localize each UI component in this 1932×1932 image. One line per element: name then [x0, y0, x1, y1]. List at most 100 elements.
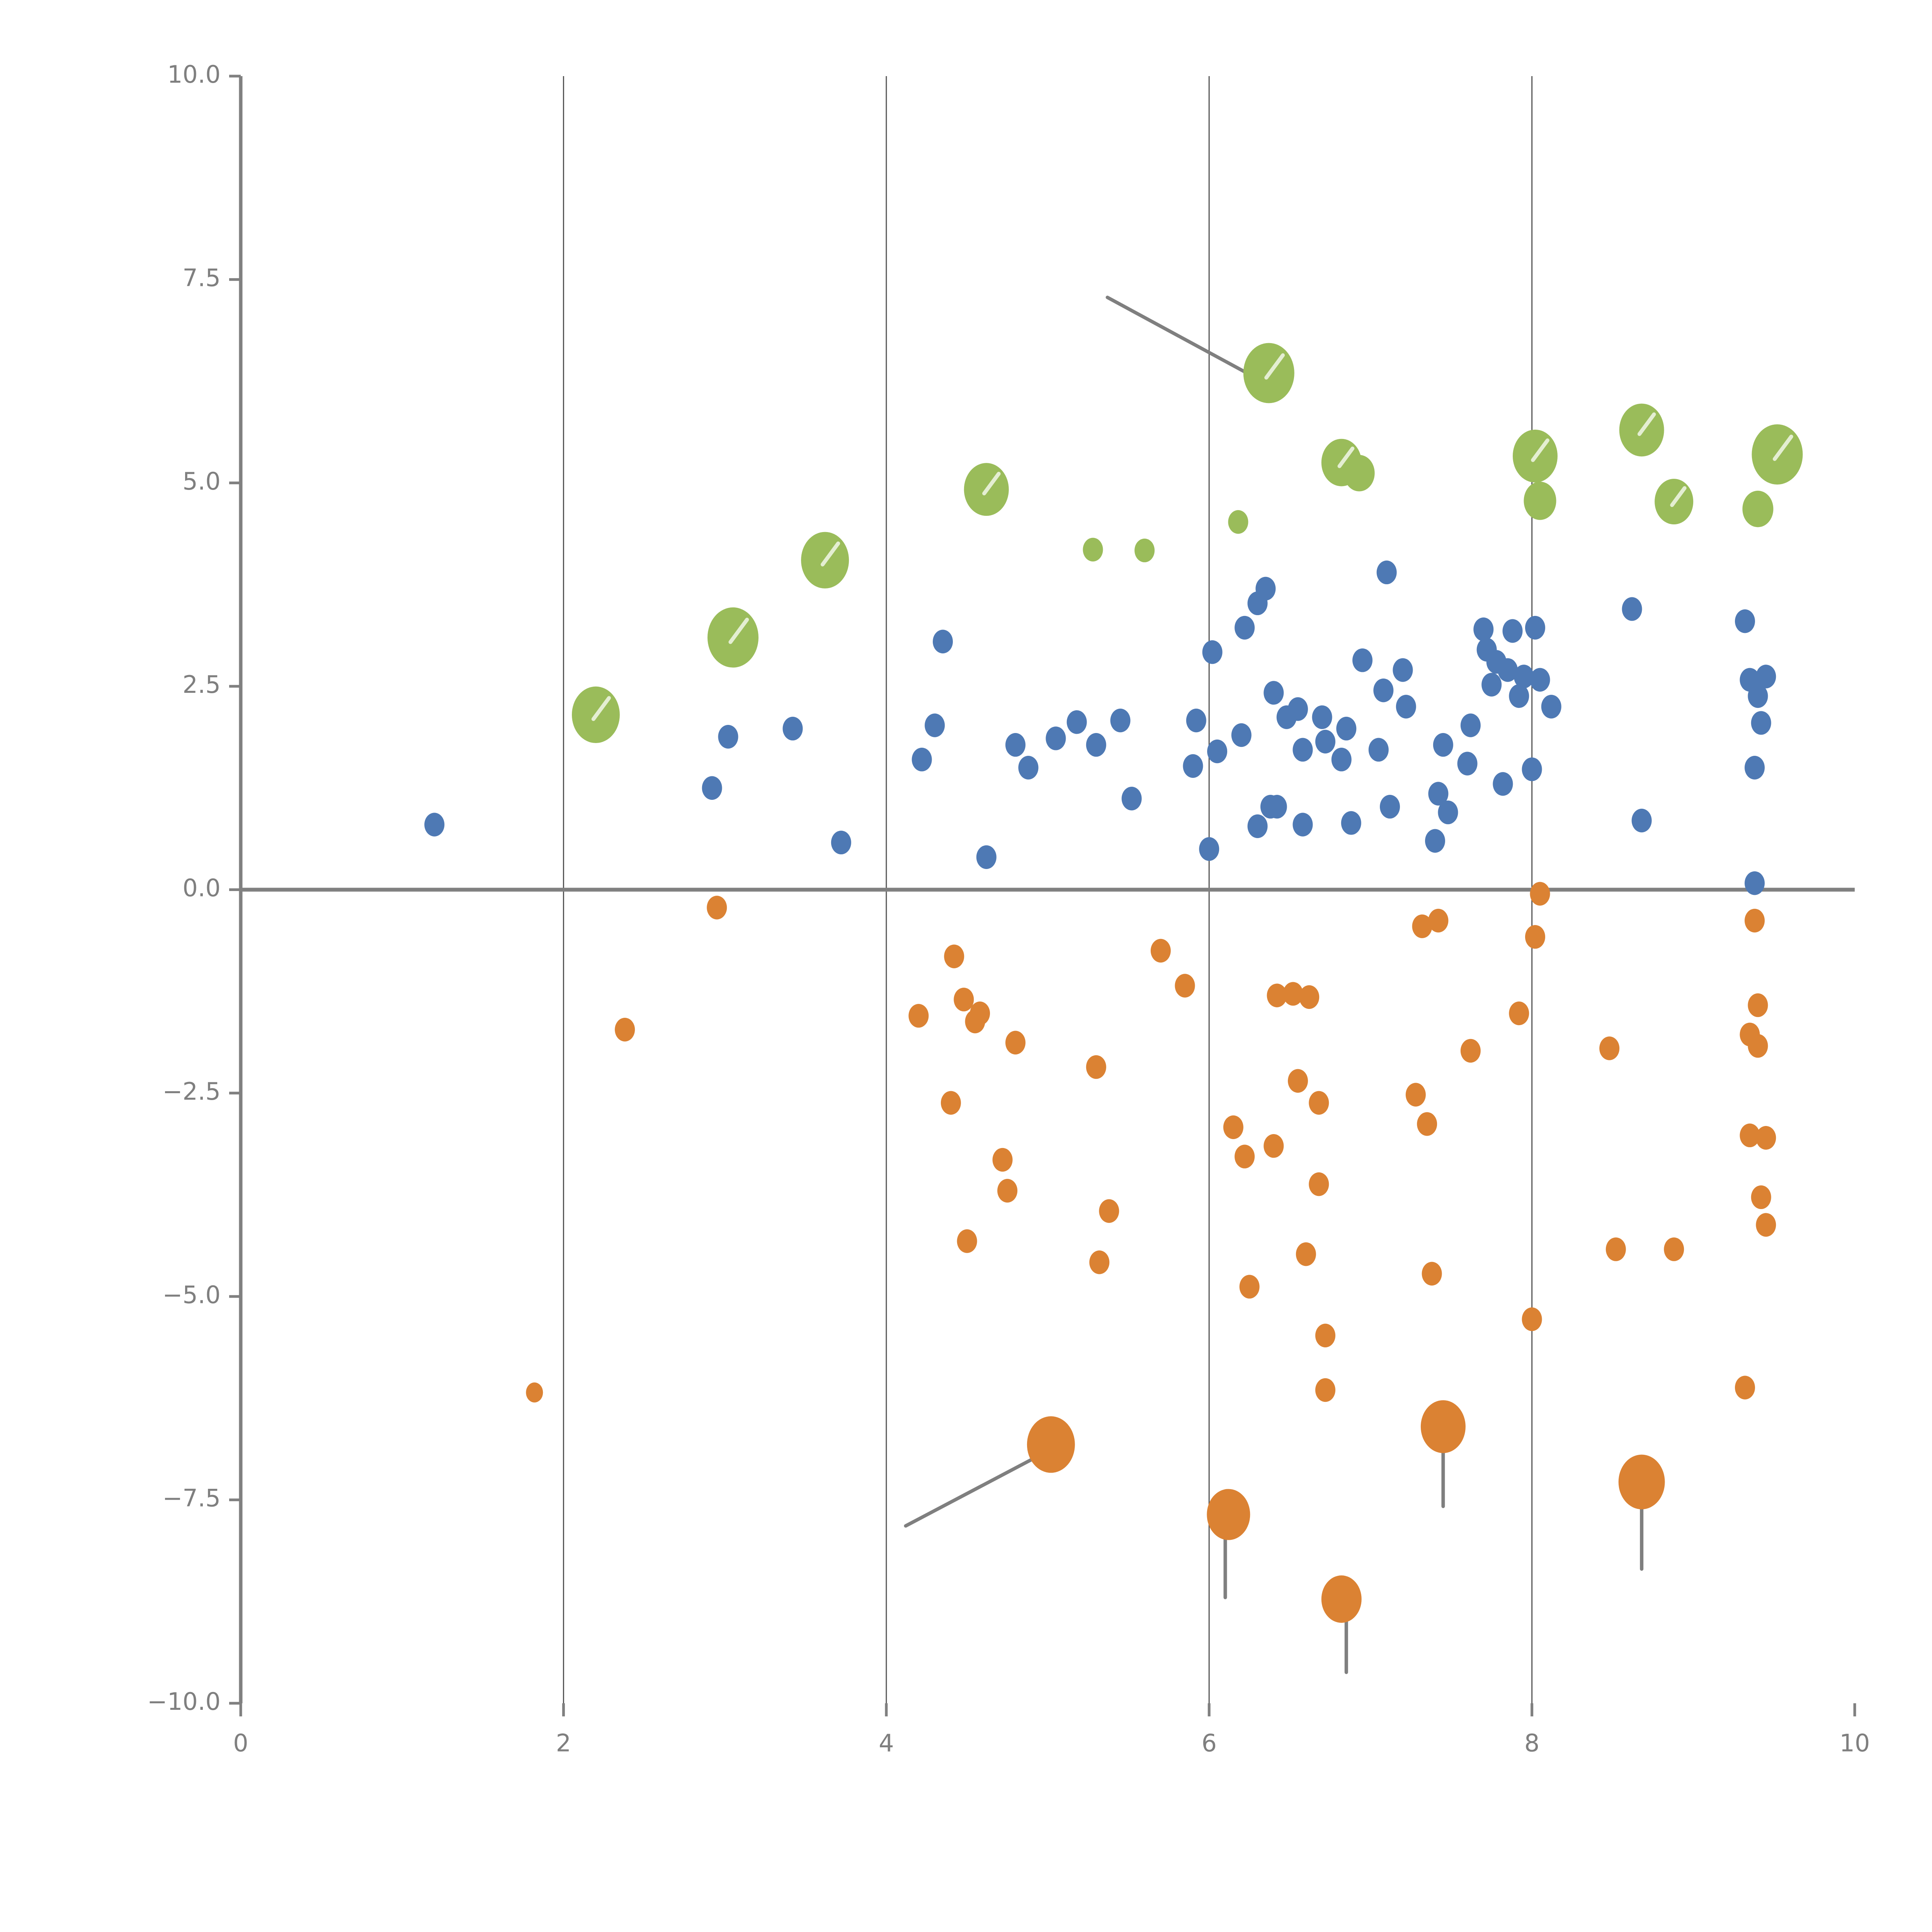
- data-point-orange[interactable]: [1309, 1172, 1329, 1196]
- data-point-orange[interactable]: [1239, 1275, 1260, 1299]
- data-point-blue[interactable]: [1207, 739, 1228, 764]
- data-point-blue[interactable]: [925, 713, 945, 737]
- data-point-orange[interactable]: [1089, 1250, 1110, 1274]
- data-point-orange[interactable]: [1315, 1378, 1335, 1402]
- data-point-blue[interactable]: [1525, 616, 1545, 640]
- data-point-blue[interactable]: [1331, 747, 1352, 772]
- data-point-blue[interactable]: [1756, 665, 1776, 689]
- data-point-orange[interactable]: [1315, 1323, 1335, 1347]
- data-point-blue[interactable]: [1341, 811, 1361, 835]
- data-point-orange[interactable]: [997, 1179, 1018, 1203]
- data-point-orange[interactable]: [1420, 1400, 1466, 1453]
- data-point-green[interactable]: [1228, 510, 1248, 534]
- data-point-orange[interactable]: [1296, 1242, 1316, 1266]
- data-point-blue[interactable]: [1493, 772, 1513, 796]
- data-point-blue[interactable]: [1481, 673, 1502, 697]
- data-point-orange[interactable]: [1509, 1001, 1529, 1026]
- data-point-blue[interactable]: [831, 830, 851, 855]
- data-point-orange[interactable]: [1525, 925, 1545, 949]
- data-point-blue[interactable]: [1046, 726, 1066, 750]
- data-point-orange[interactable]: [1748, 993, 1768, 1017]
- data-point-orange[interactable]: [1264, 1134, 1284, 1158]
- data-point-orange[interactable]: [1309, 1091, 1329, 1115]
- data-point-blue[interactable]: [1186, 708, 1206, 733]
- data-point-orange[interactable]: [1745, 908, 1765, 933]
- data-point-blue[interactable]: [1438, 800, 1458, 825]
- data-point-blue[interactable]: [1393, 658, 1413, 682]
- data-point-blue[interactable]: [1376, 560, 1397, 585]
- data-point-green[interactable]: [1344, 455, 1375, 492]
- data-point-orange[interactable]: [992, 1148, 1013, 1172]
- data-point-blue[interactable]: [1018, 755, 1039, 780]
- data-point-blue[interactable]: [1433, 733, 1453, 757]
- data-point-blue[interactable]: [1066, 710, 1087, 734]
- data-point-blue[interactable]: [1380, 795, 1400, 819]
- data-point-blue[interactable]: [1086, 733, 1106, 757]
- data-point-blue[interactable]: [1497, 658, 1518, 682]
- data-point-orange[interactable]: [1417, 1112, 1437, 1136]
- data-point-green[interactable]: [1742, 490, 1774, 527]
- data-point-blue[interactable]: [1541, 695, 1561, 719]
- data-point-orange[interactable]: [1756, 1213, 1776, 1237]
- data-point-blue[interactable]: [1631, 808, 1652, 833]
- data-point-blue[interactable]: [1264, 681, 1284, 705]
- data-point-blue[interactable]: [1110, 708, 1131, 733]
- data-point-blue[interactable]: [1748, 684, 1768, 708]
- data-point-green[interactable]: [1524, 481, 1556, 520]
- data-point-blue[interactable]: [1745, 755, 1765, 780]
- data-point-orange[interactable]: [1522, 1307, 1542, 1331]
- data-point-orange[interactable]: [1422, 1262, 1442, 1286]
- data-point-orange[interactable]: [1223, 1115, 1243, 1139]
- data-point-orange[interactable]: [944, 944, 964, 968]
- data-point-orange[interactable]: [1086, 1055, 1106, 1079]
- data-point-orange[interactable]: [1412, 914, 1432, 938]
- data-point-blue[interactable]: [1473, 617, 1494, 641]
- data-point-blue[interactable]: [932, 629, 953, 654]
- data-point-blue[interactable]: [1336, 716, 1357, 741]
- data-point-orange[interactable]: [1428, 908, 1449, 933]
- data-point-blue[interactable]: [1267, 795, 1287, 819]
- data-point-green[interactable]: [1134, 538, 1155, 563]
- data-point-orange[interactable]: [1740, 1123, 1760, 1148]
- data-point-orange[interactable]: [1267, 983, 1287, 1007]
- data-point-blue[interactable]: [1522, 757, 1542, 781]
- data-point-orange[interactable]: [1751, 1185, 1771, 1209]
- data-point-orange[interactable]: [1748, 1034, 1768, 1058]
- data-point-blue[interactable]: [1315, 730, 1335, 753]
- data-point-orange[interactable]: [1605, 1237, 1626, 1261]
- data-point-blue[interactable]: [1293, 738, 1313, 762]
- data-point-orange[interactable]: [1618, 1454, 1665, 1510]
- data-point-orange[interactable]: [1756, 1126, 1776, 1150]
- data-point-orange[interactable]: [970, 1001, 990, 1026]
- data-point-blue[interactable]: [1255, 577, 1276, 601]
- data-point-orange[interactable]: [1207, 1489, 1250, 1540]
- data-point-orange[interactable]: [526, 1382, 543, 1403]
- data-point-blue[interactable]: [718, 724, 738, 749]
- data-point-orange[interactable]: [1321, 1575, 1362, 1623]
- data-point-blue[interactable]: [912, 747, 932, 772]
- data-point-blue[interactable]: [1199, 837, 1219, 861]
- data-point-blue[interactable]: [1457, 752, 1478, 776]
- data-point-orange[interactable]: [615, 1017, 635, 1042]
- data-point-blue[interactable]: [1460, 713, 1481, 737]
- data-point-blue[interactable]: [1428, 782, 1449, 806]
- data-point-blue[interactable]: [1247, 814, 1268, 838]
- data-point-orange[interactable]: [1027, 1416, 1075, 1473]
- data-point-orange[interactable]: [1283, 982, 1303, 1006]
- data-point-blue[interactable]: [1396, 695, 1416, 719]
- data-point-orange[interactable]: [954, 988, 974, 1012]
- data-point-orange[interactable]: [1735, 1376, 1755, 1400]
- data-point-blue[interactable]: [1502, 619, 1523, 643]
- data-point-orange[interactable]: [1530, 882, 1550, 906]
- data-point-blue[interactable]: [976, 845, 997, 869]
- data-point-blue[interactable]: [1514, 665, 1534, 689]
- data-point-orange[interactable]: [1664, 1237, 1684, 1261]
- data-point-blue[interactable]: [1231, 723, 1252, 747]
- data-point-orange[interactable]: [1287, 1069, 1308, 1093]
- data-point-orange[interactable]: [940, 1091, 961, 1115]
- data-point-orange[interactable]: [908, 1004, 929, 1028]
- data-point-blue[interactable]: [1352, 648, 1373, 672]
- data-point-orange[interactable]: [1175, 974, 1195, 998]
- data-point-blue[interactable]: [1735, 609, 1755, 633]
- data-point-green[interactable]: [1083, 537, 1103, 562]
